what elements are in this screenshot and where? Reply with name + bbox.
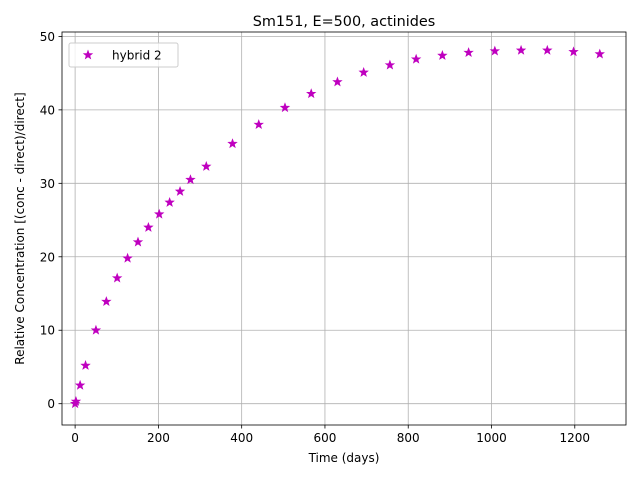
y-axis-label: Relative Concentration [(conc - direct)/…	[13, 92, 27, 364]
data-point	[164, 196, 175, 207]
data-point	[154, 208, 165, 219]
data-point	[80, 360, 91, 370]
data-point	[279, 102, 291, 113]
data-point	[463, 47, 474, 57]
axes	[58, 31, 627, 429]
tick-labels: 0 200 400 600 800 1000 1200 0 10 20 30 40 50	[40, 30, 590, 445]
data-point	[542, 44, 553, 55]
data-point	[174, 185, 186, 196]
legend-label: hybrid 2	[112, 49, 162, 63]
y-tick-label: 10	[40, 324, 55, 338]
data-point	[185, 174, 196, 185]
data-point	[489, 45, 501, 56]
data-point	[122, 252, 133, 263]
data-point	[227, 138, 238, 149]
data-point	[306, 88, 317, 99]
legend: hybrid 2	[68, 42, 179, 68]
data-point	[410, 53, 422, 64]
data-point	[90, 324, 102, 335]
y-tick-label: 20	[40, 250, 55, 264]
data-point	[132, 236, 144, 247]
data-point	[101, 296, 112, 307]
legend-marker	[82, 49, 94, 60]
data-point	[594, 48, 605, 59]
data-point	[70, 396, 82, 406]
plot-frame	[61, 31, 627, 426]
data-point	[143, 221, 154, 232]
y-tick-label: 50	[40, 30, 55, 44]
data-point	[384, 59, 396, 70]
legend-star-icon	[82, 49, 94, 60]
data-point	[74, 379, 86, 390]
data-point	[515, 44, 527, 55]
data-point	[437, 50, 448, 60]
y-tick-label: 0	[47, 397, 55, 411]
legend-box	[68, 42, 179, 68]
y-tick-label: 30	[40, 177, 55, 191]
x-axis-label: Time (days)	[308, 451, 380, 465]
data-point	[332, 76, 343, 87]
x-tick-label: 600	[313, 431, 336, 445]
chart-title: Sm151, E=500, actinides	[253, 14, 436, 30]
data-point	[201, 160, 212, 171]
y-tick-label: 40	[40, 103, 55, 117]
data-points	[69, 44, 605, 409]
x-tick-label: 1000	[476, 431, 507, 445]
x-tick-label: 1200	[560, 431, 591, 445]
data-point	[253, 119, 264, 129]
x-tick-label: 400	[230, 431, 253, 445]
data-point	[111, 272, 123, 283]
x-tick-label: 200	[147, 431, 170, 445]
data-point	[568, 46, 579, 57]
grid	[62, 32, 626, 425]
data-point	[358, 66, 369, 77]
x-tick-label: 0	[71, 431, 79, 445]
x-tick-label: 800	[397, 431, 420, 445]
